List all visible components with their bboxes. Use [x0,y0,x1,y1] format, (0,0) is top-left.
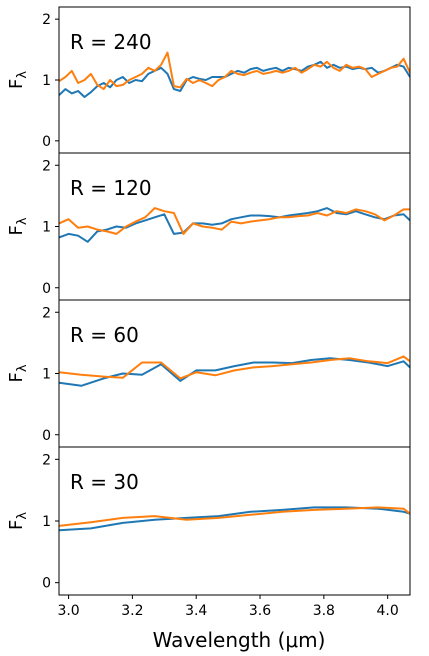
panel-4: 0 1 2 Fλ R = 30 3.0 3.2 3.4 3.6 3.8 4.0 [6,446,411,619]
series-line-2 [59,207,410,235]
x-tick-label: 3.4 [185,603,207,619]
y-axis-label-subscript: λ [15,217,30,225]
y-tick-label: 2 [42,12,51,28]
y-tick-label: 0 [42,576,51,592]
y-tick-label: 1 [42,514,51,530]
y-tick-label: 1 [42,367,51,383]
series-group [59,355,410,387]
panel-2: 0 1 2 Fλ R = 120 [6,152,411,301]
series-line-2 [59,506,410,527]
panel-3: 0 1 2 Fλ R = 60 [6,299,411,448]
y-axis-label-subscript: λ [15,364,30,372]
y-axis-label: Fλ [6,512,30,530]
panel-1: 0 1 2 Fλ R = 240 [6,6,411,154]
series-group [59,207,410,243]
x-tick-label: 3.6 [249,603,271,619]
y-axis-label: Fλ [6,217,30,235]
resolution-annotation: R = 30 [70,470,139,494]
y-tick-label: 2 [42,452,51,468]
resolution-annotation: R = 120 [70,176,152,200]
y-tick-label: 1 [42,73,51,89]
y-axis-label: Fλ [6,364,30,382]
series-line-1 [59,506,410,532]
y-tick-label: 1 [42,220,51,236]
resolution-annotation: R = 60 [70,323,139,347]
y-tick-label: 0 [42,281,51,297]
series-group [59,506,410,532]
x-tick-label: 4.0 [377,603,399,619]
x-tick-label: 3.2 [121,603,143,619]
x-tick-label: 3.8 [313,603,335,619]
axes-frame [58,6,411,154]
series-group [59,51,410,98]
y-axis-label-subscript: λ [15,512,30,520]
series-line-2 [59,355,410,380]
y-tick-label: 2 [42,305,51,321]
x-tick-label: 3.0 [57,603,79,619]
series-line-1 [59,207,410,243]
series-line-2 [59,51,410,91]
x-axis-label: Wavelength (μm) [153,628,326,652]
y-tick-label: 2 [42,158,51,174]
y-tick-label: 0 [42,428,51,444]
y-axis-label-subscript: λ [15,71,30,79]
resolution-annotation: R = 240 [70,30,152,54]
y-tick-label: 0 [42,134,51,150]
y-axis-label: Fλ [6,71,30,89]
series-line-1 [59,357,410,387]
